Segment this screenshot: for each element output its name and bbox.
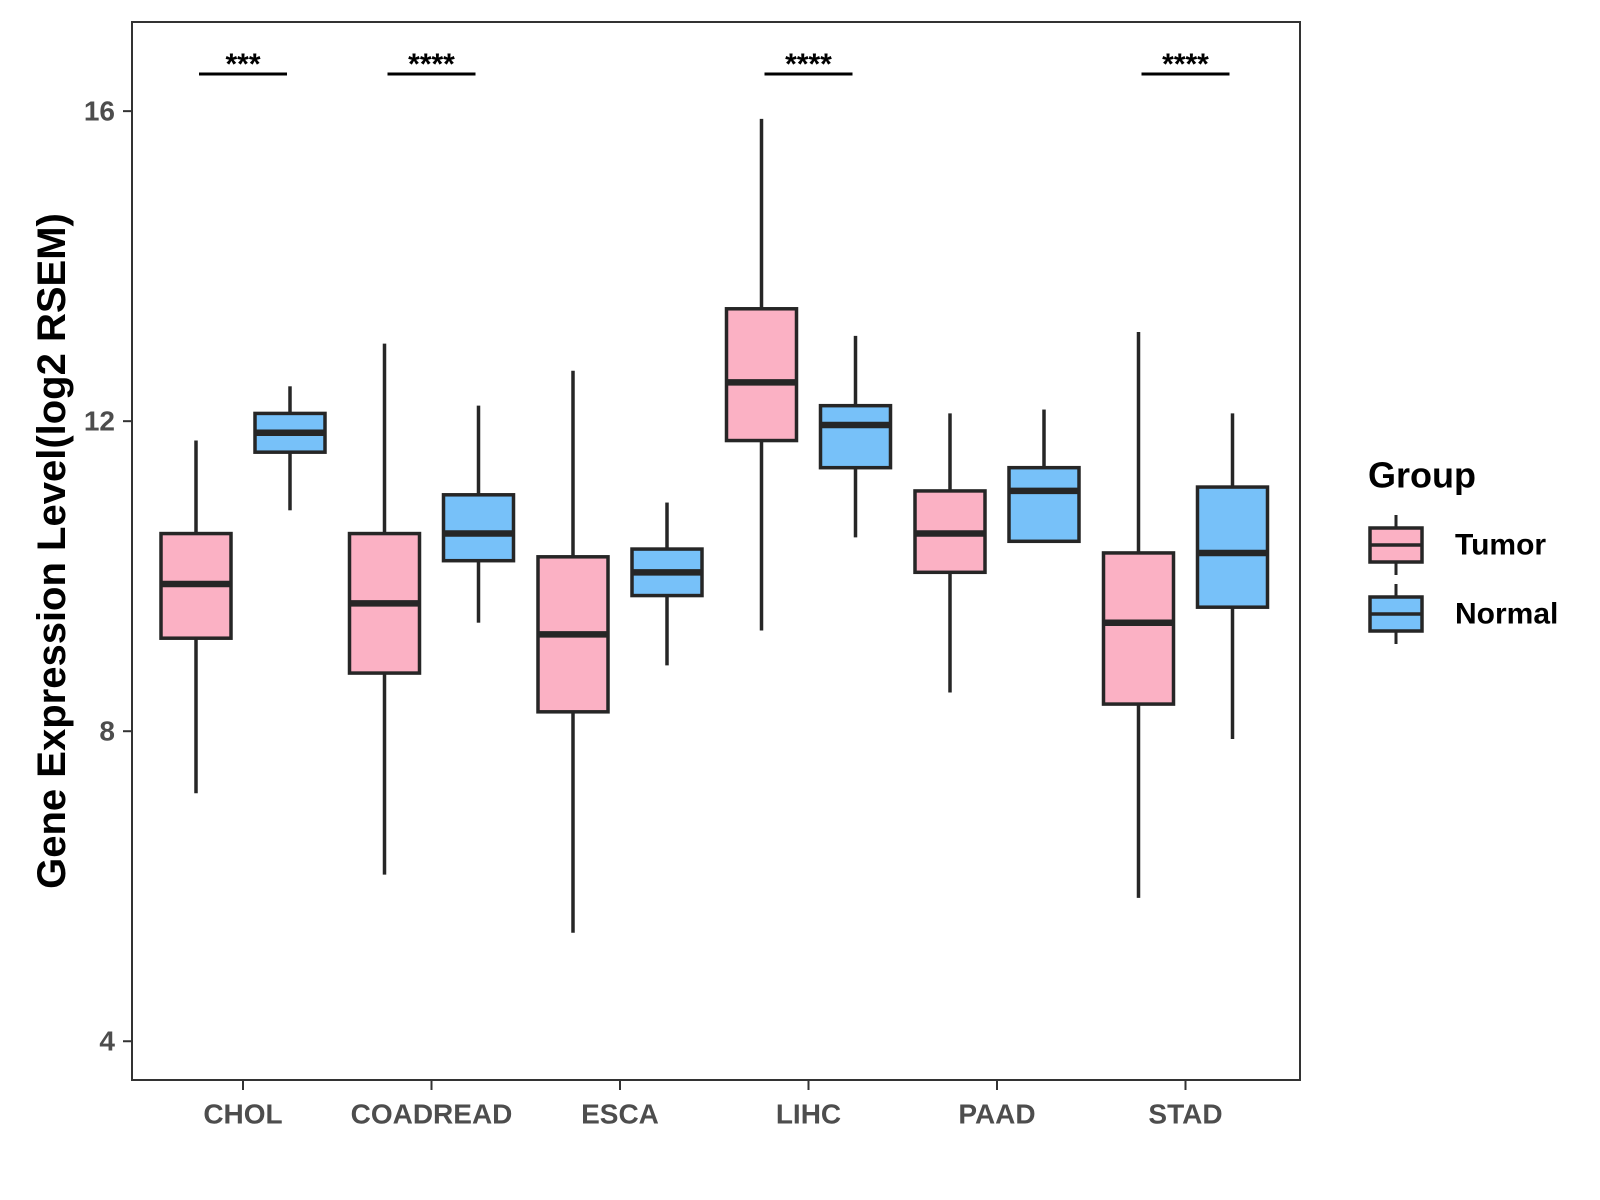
iqr-box-paad-normal [1007, 465, 1081, 544]
box-lihc-normal [818, 335, 893, 538]
legend-entry-normal: Normal [1368, 584, 1558, 644]
box-paad-tumor [913, 413, 987, 693]
significance-label-lihc: **** [785, 48, 832, 81]
iqr-box-coadread-normal [441, 493, 516, 563]
x-tick-label-stad: STAD [1148, 1099, 1222, 1130]
x-axis: CHOL COADREAD ESCA LIHC PAAD STAD [203, 1080, 1223, 1130]
legend-label-normal: Normal [1455, 598, 1558, 631]
box-esca-normal [630, 502, 704, 666]
legend: Group Tumor Normal [1368, 455, 1558, 644]
iqr-box-stad-tumor [1101, 551, 1176, 706]
significance-label-chol: *** [225, 48, 260, 81]
x-tick-label-paad: PAAD [958, 1099, 1035, 1130]
x-tick-label-chol: CHOL [203, 1099, 282, 1130]
legend-label-tumor: Tumor [1455, 529, 1546, 562]
legend-title: Group [1368, 455, 1476, 496]
iqr-box-stad-normal [1195, 485, 1270, 609]
y-tick-label-16: 16 [84, 96, 115, 127]
box-chol-tumor [159, 440, 233, 794]
y-axis: 4 8 12 16 [84, 96, 132, 1057]
box-paad-normal [1007, 409, 1081, 544]
plot-layer [159, 118, 1270, 933]
significance-label-stad: **** [1162, 48, 1209, 81]
box-chol-normal [253, 386, 327, 511]
y-tick-label-4: 4 [99, 1026, 115, 1057]
x-tick-label-lihc: LIHC [776, 1099, 841, 1130]
iqr-box-lihc-tumor [724, 307, 799, 443]
box-stad-tumor [1101, 332, 1176, 898]
x-tick-label-esca: ESCA [581, 1099, 659, 1130]
box-stad-normal [1195, 413, 1270, 739]
box-coadread-normal [441, 405, 516, 623]
y-tick-label-8: 8 [99, 716, 115, 747]
box-esca-tumor [536, 370, 610, 933]
y-axis-title: Gene Expression Level(log2 RSEM) [30, 213, 74, 889]
y-tick-label-12: 12 [84, 406, 115, 437]
box-coadread-tumor [347, 343, 422, 875]
x-tick-label-coadread: COADREAD [351, 1099, 513, 1130]
iqr-box-lihc-normal [818, 403, 893, 470]
box-lihc-tumor [724, 118, 799, 631]
plot-panel-border [131, 21, 1301, 1081]
significance-label-coadread: **** [408, 48, 455, 81]
significance-annotations: *** **** **** **** [199, 48, 1230, 81]
legend-entry-tumor: Tumor [1368, 515, 1546, 575]
